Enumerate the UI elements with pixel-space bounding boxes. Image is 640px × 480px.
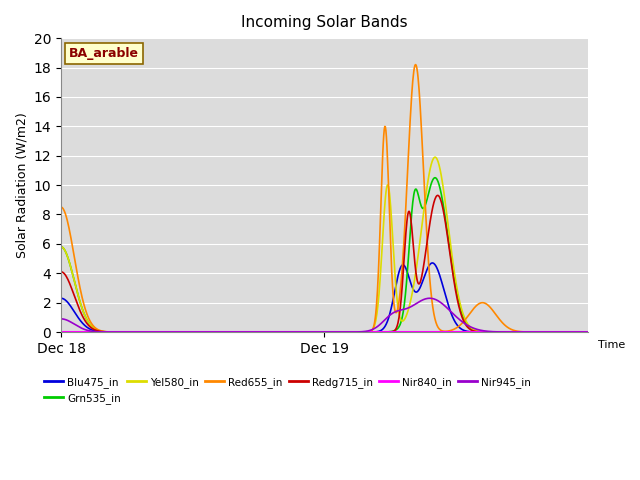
Text: Time: Time [598, 340, 626, 350]
Red655_in [290, 329, 298, 335]
Yel580_in [419, 212, 427, 217]
Yel580_in [244, 329, 252, 335]
Redg715_in [57, 269, 65, 275]
Blu475_in [111, 329, 118, 335]
Grn535_in [57, 244, 65, 250]
Line: Yel580_in: Yel580_in [61, 157, 588, 332]
Nir945_in [469, 325, 477, 331]
Grn535_in [479, 329, 486, 335]
Redg715_in [419, 265, 427, 271]
Blu475_in [469, 329, 477, 335]
Nir945_in [198, 329, 206, 335]
Nir945_in [271, 329, 278, 335]
Nir945_in [57, 316, 65, 322]
Nir840_in [270, 329, 278, 335]
Yel580_in [111, 329, 118, 335]
Blu475_in [255, 329, 262, 335]
Grn535_in [584, 329, 591, 335]
Red655_in [479, 300, 486, 306]
Blu475_in [271, 329, 278, 335]
Nir840_in [584, 329, 591, 335]
Yel580_in [431, 154, 439, 160]
Red655_in [469, 307, 477, 312]
Redg715_in [479, 329, 486, 335]
Yel580_in [584, 329, 591, 335]
Nir840_in [468, 329, 476, 335]
Redg715_in [434, 192, 442, 198]
Grn535_in [419, 205, 427, 211]
Red655_in [420, 174, 428, 180]
Blu475_in [479, 329, 486, 335]
Yel580_in [271, 329, 278, 335]
Redg715_in [584, 329, 591, 335]
Line: Red655_in: Red655_in [61, 65, 588, 332]
Redg715_in [271, 329, 278, 335]
Blu475_in [290, 329, 298, 335]
Nir840_in [111, 329, 118, 335]
Red655_in [412, 62, 419, 68]
Red655_in [271, 329, 278, 335]
Grn535_in [431, 175, 439, 180]
Blu475_in [57, 295, 65, 301]
Line: Redg715_in: Redg715_in [61, 195, 588, 332]
Redg715_in [257, 329, 265, 335]
Red655_in [584, 329, 591, 335]
Legend: Blu475_in, Grn535_in, Yel580_in, Red655_in, Redg715_in, Nir840_in, Nir945_in: Blu475_in, Grn535_in, Yel580_in, Red655_… [40, 372, 535, 408]
Line: Blu475_in: Blu475_in [61, 263, 588, 332]
Nir840_in [419, 329, 427, 335]
Nir840_in [477, 329, 485, 335]
Nir945_in [419, 297, 427, 302]
Yel580_in [469, 326, 477, 332]
Line: Nir945_in: Nir945_in [61, 298, 588, 332]
Grn535_in [290, 329, 298, 335]
Red655_in [269, 329, 276, 335]
Line: Grn535_in: Grn535_in [61, 178, 588, 332]
Nir945_in [290, 329, 298, 335]
Nir840_in [57, 329, 65, 335]
Grn535_in [244, 329, 252, 335]
Nir840_in [289, 329, 297, 335]
Grn535_in [111, 329, 118, 335]
Yel580_in [290, 329, 298, 335]
Title: Incoming Solar Bands: Incoming Solar Bands [241, 15, 408, 30]
Text: BA_arable: BA_arable [69, 47, 139, 60]
Grn535_in [271, 329, 278, 335]
Grn535_in [469, 327, 477, 333]
Blu475_in [428, 260, 436, 266]
Blu475_in [419, 276, 427, 282]
Blu475_in [584, 329, 591, 335]
Yel580_in [479, 329, 486, 335]
Nir945_in [479, 328, 486, 334]
Redg715_in [469, 328, 477, 334]
Red655_in [57, 204, 65, 210]
Y-axis label: Solar Radiation (W/m2): Solar Radiation (W/m2) [15, 112, 28, 258]
Redg715_in [111, 329, 118, 335]
Nir945_in [584, 329, 591, 335]
Yel580_in [57, 244, 65, 250]
Nir945_in [426, 295, 433, 301]
Redg715_in [290, 329, 298, 335]
Red655_in [111, 329, 118, 335]
Nir945_in [111, 329, 118, 335]
